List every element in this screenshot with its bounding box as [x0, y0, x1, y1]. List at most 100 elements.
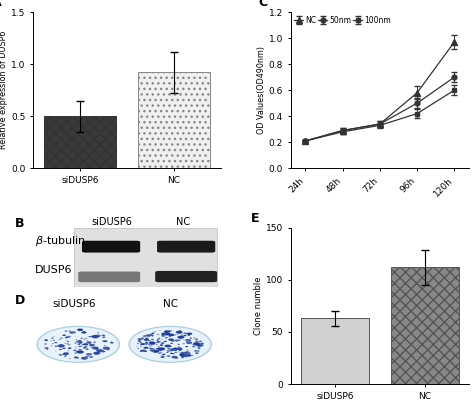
- Ellipse shape: [152, 348, 155, 350]
- Ellipse shape: [55, 346, 57, 347]
- Ellipse shape: [157, 341, 161, 342]
- Ellipse shape: [63, 354, 65, 355]
- Ellipse shape: [138, 341, 140, 342]
- Ellipse shape: [66, 336, 71, 338]
- Ellipse shape: [164, 344, 171, 348]
- Ellipse shape: [79, 349, 82, 351]
- Ellipse shape: [141, 338, 144, 339]
- Ellipse shape: [180, 355, 182, 356]
- Ellipse shape: [104, 341, 106, 342]
- Ellipse shape: [184, 356, 187, 357]
- Ellipse shape: [178, 344, 180, 345]
- Ellipse shape: [162, 354, 164, 355]
- Ellipse shape: [97, 332, 100, 333]
- Ellipse shape: [198, 348, 201, 349]
- Ellipse shape: [89, 356, 92, 358]
- Ellipse shape: [82, 358, 85, 359]
- Bar: [138, 72, 210, 168]
- Ellipse shape: [166, 334, 169, 335]
- Ellipse shape: [85, 356, 89, 358]
- Ellipse shape: [192, 346, 195, 348]
- Text: D: D: [14, 294, 25, 306]
- Ellipse shape: [91, 356, 93, 358]
- Ellipse shape: [69, 358, 71, 359]
- Ellipse shape: [170, 350, 173, 351]
- Ellipse shape: [100, 352, 101, 353]
- Ellipse shape: [53, 340, 55, 341]
- Ellipse shape: [170, 353, 173, 354]
- Ellipse shape: [153, 350, 159, 353]
- Ellipse shape: [174, 334, 176, 336]
- Ellipse shape: [69, 332, 73, 334]
- Ellipse shape: [156, 342, 159, 343]
- Ellipse shape: [180, 354, 184, 355]
- Ellipse shape: [151, 339, 154, 340]
- Ellipse shape: [80, 341, 82, 342]
- Ellipse shape: [44, 347, 48, 349]
- Ellipse shape: [110, 341, 112, 342]
- Ellipse shape: [57, 344, 65, 348]
- Ellipse shape: [150, 342, 153, 343]
- Ellipse shape: [64, 356, 66, 357]
- Ellipse shape: [185, 346, 188, 347]
- Ellipse shape: [103, 340, 108, 342]
- Ellipse shape: [185, 339, 191, 342]
- Ellipse shape: [140, 350, 143, 351]
- Ellipse shape: [174, 340, 179, 342]
- Ellipse shape: [167, 337, 168, 338]
- Ellipse shape: [149, 350, 153, 351]
- Ellipse shape: [140, 350, 143, 352]
- Ellipse shape: [181, 334, 183, 336]
- Ellipse shape: [156, 344, 158, 345]
- Ellipse shape: [39, 327, 118, 362]
- Ellipse shape: [91, 335, 99, 338]
- Ellipse shape: [78, 346, 80, 347]
- Ellipse shape: [152, 343, 155, 345]
- Ellipse shape: [198, 350, 199, 351]
- Ellipse shape: [195, 341, 199, 342]
- Ellipse shape: [156, 340, 158, 341]
- Ellipse shape: [82, 344, 85, 345]
- Ellipse shape: [176, 331, 182, 334]
- Ellipse shape: [45, 340, 48, 341]
- FancyBboxPatch shape: [82, 241, 140, 252]
- Ellipse shape: [166, 350, 170, 352]
- Ellipse shape: [171, 340, 174, 342]
- Ellipse shape: [89, 344, 95, 346]
- FancyBboxPatch shape: [157, 241, 215, 252]
- Ellipse shape: [146, 334, 151, 337]
- Ellipse shape: [145, 342, 148, 344]
- Ellipse shape: [157, 338, 160, 340]
- Ellipse shape: [193, 342, 200, 346]
- Ellipse shape: [187, 353, 189, 354]
- Ellipse shape: [159, 330, 161, 331]
- Ellipse shape: [162, 342, 164, 343]
- Ellipse shape: [63, 348, 66, 349]
- Ellipse shape: [79, 340, 81, 341]
- Ellipse shape: [163, 332, 171, 336]
- Ellipse shape: [102, 337, 105, 338]
- Bar: [45, 116, 116, 168]
- Text: DUSP6: DUSP6: [35, 265, 73, 275]
- Ellipse shape: [137, 338, 141, 340]
- Ellipse shape: [150, 334, 153, 335]
- Ellipse shape: [168, 334, 174, 336]
- Ellipse shape: [59, 339, 61, 340]
- Ellipse shape: [198, 347, 200, 348]
- Ellipse shape: [145, 338, 148, 339]
- Ellipse shape: [91, 347, 92, 348]
- Ellipse shape: [148, 344, 151, 345]
- Ellipse shape: [199, 345, 202, 346]
- Ellipse shape: [143, 350, 147, 352]
- Ellipse shape: [76, 351, 80, 352]
- Ellipse shape: [181, 357, 184, 358]
- Ellipse shape: [92, 346, 99, 350]
- Ellipse shape: [68, 330, 71, 332]
- Ellipse shape: [77, 328, 83, 331]
- Ellipse shape: [194, 350, 197, 352]
- Ellipse shape: [161, 355, 163, 356]
- Y-axis label: Relative expression of DUSP6: Relative expression of DUSP6: [0, 31, 9, 149]
- Ellipse shape: [185, 354, 191, 357]
- Ellipse shape: [151, 349, 158, 352]
- Ellipse shape: [188, 353, 191, 354]
